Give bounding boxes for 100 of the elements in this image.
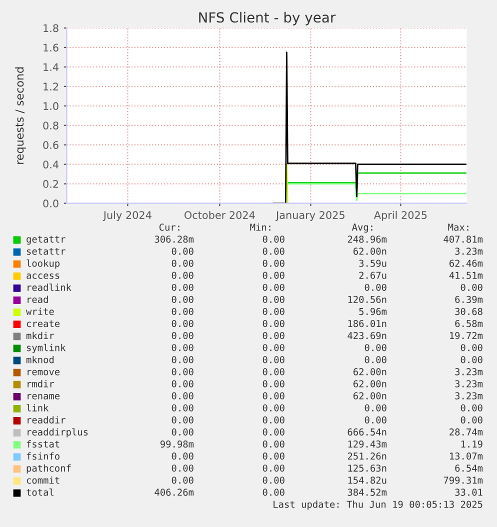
y-tick-label: 0.2 bbox=[43, 180, 58, 188]
text: 0.00 bbox=[262, 404, 284, 412]
text: 0.00 bbox=[262, 488, 284, 496]
legend-label: link bbox=[26, 404, 49, 412]
x-tick-label: April 2025 bbox=[374, 210, 427, 222]
text: 248.96m bbox=[348, 236, 387, 243]
text: 306.28m bbox=[154, 236, 194, 243]
text: 3.23m bbox=[455, 392, 483, 400]
text: 0.00 bbox=[172, 296, 194, 304]
text: 0.00 bbox=[172, 380, 194, 388]
text: 0.00 bbox=[262, 332, 284, 340]
text: 3.23m bbox=[455, 368, 483, 376]
text: 154.82u bbox=[348, 476, 386, 484]
legend-label: rename bbox=[28, 394, 60, 400]
y-tick-label: 1.0 bbox=[44, 102, 58, 110]
y-tick-label: 1.2 bbox=[44, 82, 58, 90]
text: 3.59u bbox=[359, 260, 386, 267]
text: 0.00 bbox=[262, 368, 284, 376]
text: 0.00 bbox=[262, 380, 284, 388]
legend-label: readdir bbox=[28, 416, 66, 424]
text: 0.00 bbox=[364, 356, 386, 364]
text: 666.54n bbox=[348, 428, 386, 436]
text: 0.00 bbox=[172, 428, 194, 436]
text: 0.00 bbox=[172, 272, 194, 279]
text: 62.00n bbox=[354, 380, 386, 388]
chart-title: NFS Client - by year bbox=[199, 12, 336, 26]
text: 30.68 bbox=[455, 308, 482, 316]
text: 0.00 bbox=[364, 416, 386, 424]
text: 5.96m bbox=[359, 308, 387, 316]
text: 0.00 bbox=[172, 320, 194, 328]
text: 384.52m bbox=[348, 488, 387, 496]
text: 0.00 bbox=[172, 464, 194, 472]
text: 13.07m bbox=[450, 452, 483, 460]
y-tick-label: 0.0 bbox=[43, 200, 58, 208]
text: 0.00 bbox=[262, 464, 284, 472]
text: 0.00 bbox=[172, 260, 194, 267]
text: 62.46m bbox=[450, 260, 483, 267]
text: 0.00 bbox=[460, 344, 482, 352]
x-tick-label: January 2025 bbox=[276, 211, 344, 222]
text: 0.00 bbox=[262, 440, 284, 448]
legend-label: readlink bbox=[28, 284, 72, 291]
text: 0.00 bbox=[262, 248, 284, 255]
text: 3.23m bbox=[455, 248, 483, 255]
legend-label: lookup bbox=[26, 260, 60, 269]
text: 0.00 bbox=[262, 344, 284, 352]
legend-label: mkdir bbox=[26, 332, 54, 340]
legend-label: symlink bbox=[26, 344, 66, 354]
text: Last update: Thu Jun 19 00:05:13 2025 bbox=[274, 500, 482, 510]
y-axis-title: requests / second bbox=[15, 67, 26, 164]
text: 0.00 bbox=[262, 260, 284, 267]
text: 0.00 bbox=[172, 344, 194, 352]
text: 423.69n bbox=[348, 332, 386, 340]
y-tick-label: 0.6 bbox=[43, 141, 58, 149]
legend-label: pathconf bbox=[26, 464, 71, 474]
legend-label: write bbox=[26, 308, 54, 316]
text: 0.00 bbox=[460, 416, 482, 424]
text: 125.63n bbox=[348, 464, 386, 472]
text: 0.00 bbox=[262, 308, 284, 316]
text: 0.00 bbox=[262, 392, 284, 400]
text: 406.26m bbox=[154, 488, 194, 496]
text: 0.00 bbox=[172, 404, 194, 412]
text: 0.00 bbox=[364, 344, 386, 352]
legend-label: getattr bbox=[26, 236, 66, 245]
text: 0.00 bbox=[262, 272, 284, 279]
text: 28.74m bbox=[450, 428, 483, 436]
x-tick-label: October 2024 bbox=[184, 210, 255, 219]
text: 0.00 bbox=[172, 356, 194, 364]
text: 0.00 bbox=[172, 416, 194, 424]
text: 129.43m bbox=[348, 440, 387, 448]
text: Cur: bbox=[159, 224, 180, 231]
text: 33.01 bbox=[455, 488, 482, 496]
y-tick-label: 0.8 bbox=[43, 122, 58, 130]
text: 0.00 bbox=[172, 452, 194, 460]
legend-label: read bbox=[28, 296, 48, 304]
text: 3.23m bbox=[455, 380, 483, 388]
text: 0.00 bbox=[262, 320, 284, 328]
legend-label: fsstat bbox=[26, 440, 60, 448]
legend-label: access bbox=[26, 273, 60, 279]
text: 6.39m bbox=[455, 296, 483, 304]
text: 0.00 bbox=[460, 284, 482, 291]
text: 0.00 bbox=[172, 248, 194, 255]
text: 0.00 bbox=[262, 476, 284, 484]
text: 186.01n bbox=[348, 320, 386, 328]
y-tick-label: 1.6 bbox=[44, 44, 58, 52]
text: 0.00 bbox=[172, 392, 194, 400]
text: 0.00 bbox=[460, 404, 482, 412]
text: 0.00 bbox=[172, 284, 194, 291]
text: 0.00 bbox=[364, 284, 386, 291]
text: 0.00 bbox=[262, 356, 284, 364]
text: Min: bbox=[250, 223, 270, 231]
text: 0.00 bbox=[172, 332, 194, 340]
x-tick-label: July 2024 bbox=[102, 210, 152, 222]
legend-label: rmdir bbox=[28, 380, 54, 388]
legend-label: commit bbox=[26, 476, 60, 484]
text: 41.51m bbox=[449, 272, 483, 279]
text: 0.00 bbox=[262, 428, 284, 436]
y-tick-label: 1.4 bbox=[44, 63, 58, 71]
text: 0.00 bbox=[262, 452, 284, 460]
text: 19.72m bbox=[450, 332, 483, 340]
text: 6.54m bbox=[455, 464, 483, 472]
